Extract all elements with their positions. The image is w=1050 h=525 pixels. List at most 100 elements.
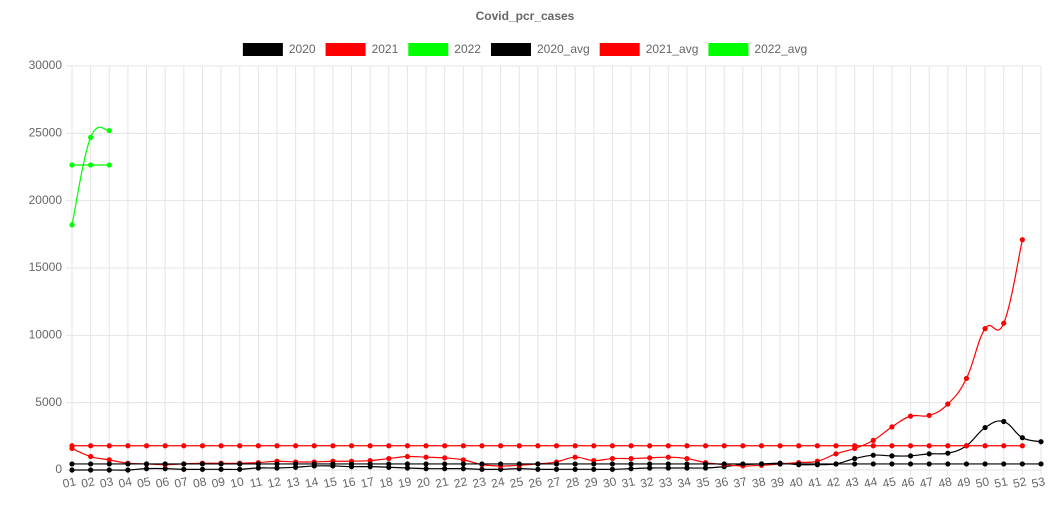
- data-point: [647, 443, 653, 449]
- data-point: [143, 461, 150, 467]
- legend-swatch: [599, 43, 640, 56]
- x-tick-label: 47: [918, 474, 934, 491]
- data-point: [143, 443, 150, 449]
- x-tick-label: 28: [564, 474, 580, 491]
- data-point: [199, 466, 206, 472]
- data-point: [386, 455, 392, 462]
- data-point: [609, 443, 616, 449]
- data-point: [88, 453, 94, 460]
- data-point: [758, 461, 765, 467]
- data-point: [870, 452, 876, 458]
- x-tick-label: 24: [490, 474, 506, 491]
- x-tick-label: 10: [229, 474, 245, 491]
- data-point: [199, 461, 206, 467]
- data-point: [125, 461, 131, 467]
- data-point: [553, 466, 560, 472]
- x-tick-label: 16: [341, 474, 357, 491]
- data-point: [516, 461, 522, 467]
- data-point: [963, 375, 970, 382]
- chart-title: Covid_pcr_cases: [476, 9, 575, 23]
- data-point: [945, 443, 951, 449]
- data-point: [777, 443, 783, 449]
- data-point: [572, 461, 578, 467]
- data-point: [982, 326, 988, 332]
- data-point: [181, 466, 187, 472]
- legend-label: 2022: [454, 42, 481, 56]
- x-tick-label: 46: [900, 474, 916, 491]
- data-point: [106, 443, 112, 449]
- x-tick-label: 31: [620, 474, 636, 491]
- data-point: [684, 465, 690, 471]
- data-point: [330, 443, 336, 449]
- data-point: [106, 467, 112, 473]
- data-point: [647, 455, 653, 461]
- data-point: [535, 443, 541, 449]
- data-point: [740, 443, 746, 449]
- data-point: [665, 443, 671, 449]
- data-point: [684, 461, 690, 467]
- data-point: [162, 461, 168, 467]
- data-point: [125, 467, 131, 473]
- x-tick-label: 36: [714, 474, 730, 491]
- x-tick-label: 34: [676, 474, 692, 491]
- legend-label: 2022_avg: [754, 42, 807, 56]
- data-point: [1019, 435, 1025, 441]
- x-tick-label: 04: [117, 474, 133, 491]
- data-point: [88, 162, 94, 168]
- data-point: [665, 461, 671, 467]
- data-point: [69, 222, 75, 228]
- x-tick-label: 18: [378, 474, 394, 491]
- data-point: [423, 466, 429, 472]
- data-point: [702, 465, 709, 471]
- data-point: [479, 461, 485, 467]
- x-tick-label: 32: [639, 474, 655, 491]
- data-point: [69, 467, 75, 473]
- x-tick-label: 06: [154, 474, 170, 491]
- data-point: [88, 467, 94, 473]
- data-point: [647, 461, 653, 467]
- data-point: [591, 443, 597, 449]
- x-tick-label: 14: [304, 474, 320, 491]
- data-point: [889, 424, 895, 430]
- y-tick-label: 30000: [29, 58, 63, 72]
- x-tick-label: 01: [61, 474, 77, 491]
- legend-label: 2021_avg: [646, 42, 699, 56]
- x-tick-label: 19: [397, 474, 413, 491]
- data-point: [69, 443, 75, 449]
- y-tick-label: 25000: [29, 126, 63, 140]
- data-point: [88, 443, 94, 449]
- x-tick-label: 45: [881, 474, 897, 491]
- legend-swatch: [490, 43, 531, 56]
- data-point: [1001, 320, 1007, 326]
- x-tick-label: 40: [788, 474, 804, 491]
- x-tick-label: 03: [99, 474, 115, 491]
- x-tick-label: 44: [863, 474, 879, 491]
- data-point: [162, 466, 168, 472]
- data-point: [497, 443, 504, 449]
- x-tick-label: 33: [658, 474, 674, 491]
- grid: 0 5000 10000 15000 20000 25000 30000 01 02 03 04 05…: [29, 58, 1047, 491]
- data-point: [1001, 443, 1007, 449]
- data-point: [572, 454, 578, 460]
- data-point: [199, 443, 206, 449]
- data-point: [479, 443, 485, 449]
- x-tick-label: 43: [844, 474, 860, 491]
- data-point: [274, 443, 280, 449]
- y-tick-label: 0: [55, 462, 62, 476]
- data-point: [348, 461, 355, 467]
- data-point: [237, 466, 243, 472]
- data-point: [889, 461, 895, 467]
- data-point: [721, 461, 727, 467]
- data-point: [628, 466, 634, 472]
- data-point: [628, 455, 634, 462]
- legend-swatch: [708, 43, 749, 56]
- x-tick-label: 39: [769, 474, 785, 491]
- data-point: [88, 461, 94, 467]
- data-point: [106, 457, 112, 463]
- data-point: [814, 443, 820, 449]
- x-tick-label: 53: [1030, 474, 1046, 491]
- data-point: [497, 461, 504, 467]
- data-point: [702, 443, 709, 449]
- x-tick-label: 13: [285, 474, 301, 491]
- data-point: [553, 461, 560, 467]
